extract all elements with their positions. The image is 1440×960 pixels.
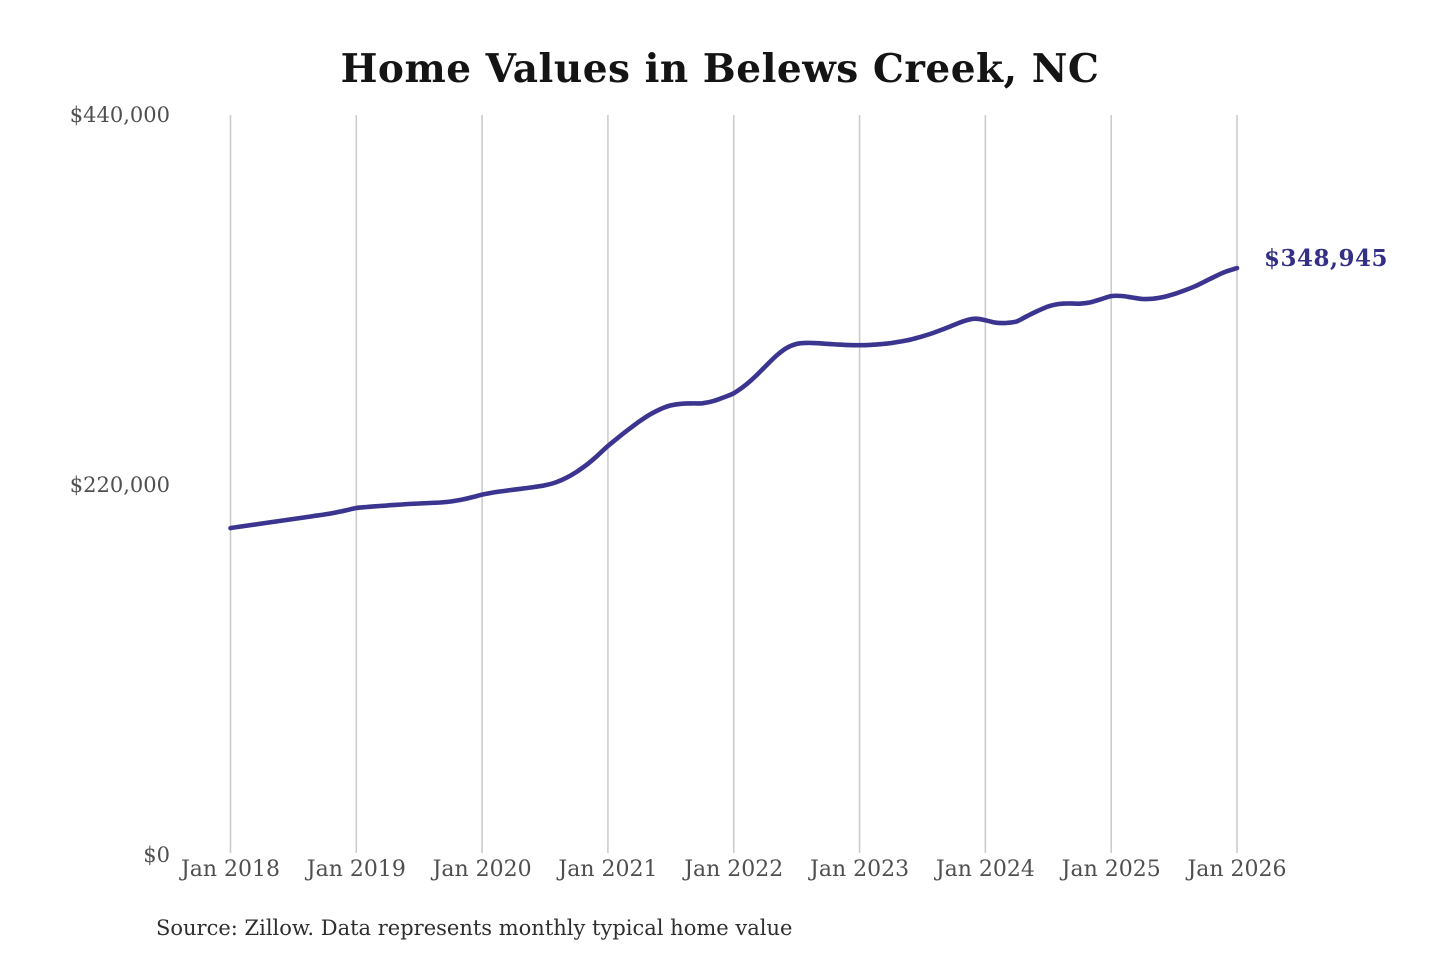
y-tick-label: $0 <box>143 843 170 867</box>
chart-title: Home Values in Belews Creek, NC <box>340 46 1100 92</box>
home-value-series-line <box>228 265 1240 531</box>
x-tick-label: Jan 2022 <box>684 857 784 882</box>
latest-value-label: $348,945 <box>1264 245 1389 272</box>
x-tick-label: Jan 2019 <box>306 857 406 882</box>
y-tick-label: $220,000 <box>69 473 170 497</box>
x-tick-label: Jan 2026 <box>1187 857 1287 882</box>
x-tick-label: Jan 2025 <box>1061 857 1161 882</box>
source-note: Source: Zillow. Data represents monthly … <box>156 916 793 940</box>
x-tick-label: Jan 2021 <box>558 857 658 882</box>
x-tick-label: Jan 2024 <box>935 857 1035 882</box>
x-tick-label: Jan 2023 <box>810 857 910 882</box>
x-tick-label: Jan 2020 <box>432 857 532 882</box>
y-tick-label: $440,000 <box>69 103 170 127</box>
x-tick-label: Jan 2018 <box>180 857 281 882</box>
